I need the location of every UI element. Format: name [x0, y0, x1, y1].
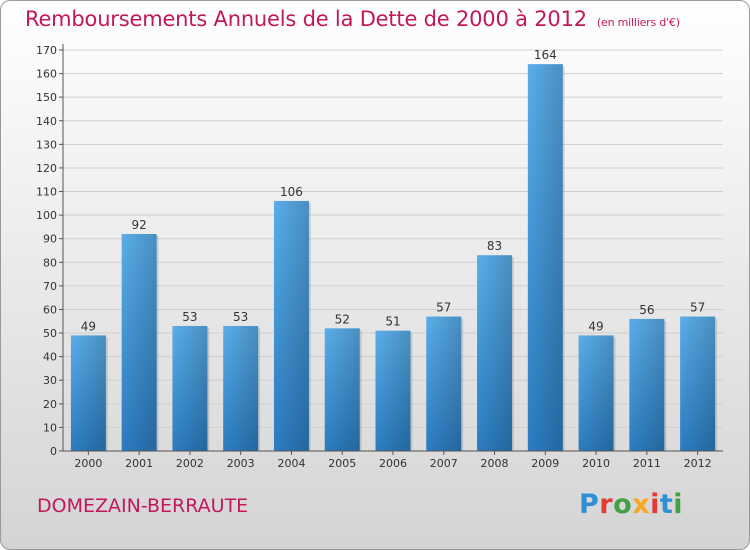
bar-value-label: 53 [182, 310, 197, 324]
proxiti-logo: Proxiti [579, 489, 683, 520]
y-tick-label: 130 [36, 138, 57, 151]
logo-letter: i [650, 489, 660, 520]
bar-shade [578, 335, 614, 451]
bar-value-label: 52 [335, 312, 350, 326]
bar-value-label: 106 [280, 185, 303, 199]
chart-unit: (en milliers d'€) [596, 16, 680, 29]
bar-value-label: 53 [233, 310, 248, 324]
bar-shade [680, 316, 716, 451]
bar-shade [223, 325, 259, 451]
y-tick-label: 110 [36, 186, 57, 199]
region-name: DOMEZAIN-BERRAUTE [37, 495, 249, 517]
x-tick-label: 2012 [684, 457, 712, 470]
y-tick-label: 10 [43, 421, 57, 434]
x-tick-label: 2009 [531, 457, 559, 470]
x-tick-label: 2005 [328, 457, 356, 470]
chart-title-text: Remboursements Annuels de la Dette de 20… [25, 7, 587, 31]
bar-value-label: 57 [690, 301, 705, 315]
bar-shade [477, 255, 513, 451]
x-tick-label: 2008 [481, 457, 509, 470]
y-tick-label: 30 [43, 374, 57, 387]
logo-letter: o [613, 489, 633, 520]
bar-value-label: 83 [487, 239, 502, 253]
bar-value-label: 51 [385, 315, 400, 329]
y-tick-label: 70 [43, 280, 57, 293]
bar-value-label: 56 [639, 303, 654, 317]
y-tick-label: 170 [36, 44, 57, 57]
bar-shade [324, 328, 360, 451]
bar-shade [527, 64, 563, 451]
x-tick-label: 2002 [176, 457, 204, 470]
bar-value-label: 164 [534, 48, 557, 62]
x-tick-label: 2010 [582, 457, 610, 470]
y-tick-label: 150 [36, 91, 57, 104]
y-tick-label: 100 [36, 209, 57, 222]
x-tick-label: 2011 [633, 457, 661, 470]
bar-shade [121, 233, 157, 451]
x-tick-label: 2007 [430, 457, 458, 470]
x-tick-label: 2006 [379, 457, 407, 470]
bar-value-label: 57 [436, 301, 451, 315]
x-tick-label: 2003 [227, 457, 255, 470]
bar-value-label: 49 [81, 319, 96, 333]
bar-shade [629, 318, 665, 451]
x-axis: 2000 2001 2002 2003 2004 2005 2006 2007 2008 2009… [63, 450, 723, 470]
y-tick-label: 140 [36, 115, 57, 128]
bar-value-label: 92 [132, 218, 147, 232]
bar-shade [375, 330, 411, 451]
bar-shade [70, 335, 106, 451]
bar-value-label: 49 [588, 319, 603, 333]
y-tick-label: 160 [36, 68, 57, 81]
logo-letter: x [632, 489, 651, 520]
y-tick-label: 80 [43, 256, 57, 269]
x-tick-label: 2001 [125, 457, 153, 470]
bar-shade [273, 200, 309, 451]
bar-shade [426, 316, 462, 451]
x-tick-label: 2004 [277, 457, 305, 470]
y-tick-label: 50 [43, 327, 57, 340]
y-tick-label: 40 [43, 351, 57, 364]
bars: 49 92 53 53 106 52 51 57 83 164 49 56 57 [70, 48, 718, 451]
logo-letter: P [579, 489, 600, 520]
logo-letter: t [659, 489, 674, 520]
y-axis: 0 10 20 30 40 50 60 70 80 90 100 110 120 130 140 150 160… [36, 44, 64, 458]
logo-letter: r [599, 489, 614, 520]
chart-title: Remboursements Annuels de la Dette de 20… [25, 7, 680, 31]
y-tick-label: 60 [43, 303, 57, 316]
bar-shade [172, 325, 208, 451]
logo-letter: i [673, 489, 684, 520]
y-tick-label: 0 [50, 445, 57, 458]
y-tick-label: 120 [36, 162, 57, 175]
x-tick-label: 2000 [74, 457, 102, 470]
y-tick-label: 90 [43, 233, 57, 246]
y-tick-label: 20 [43, 398, 57, 411]
